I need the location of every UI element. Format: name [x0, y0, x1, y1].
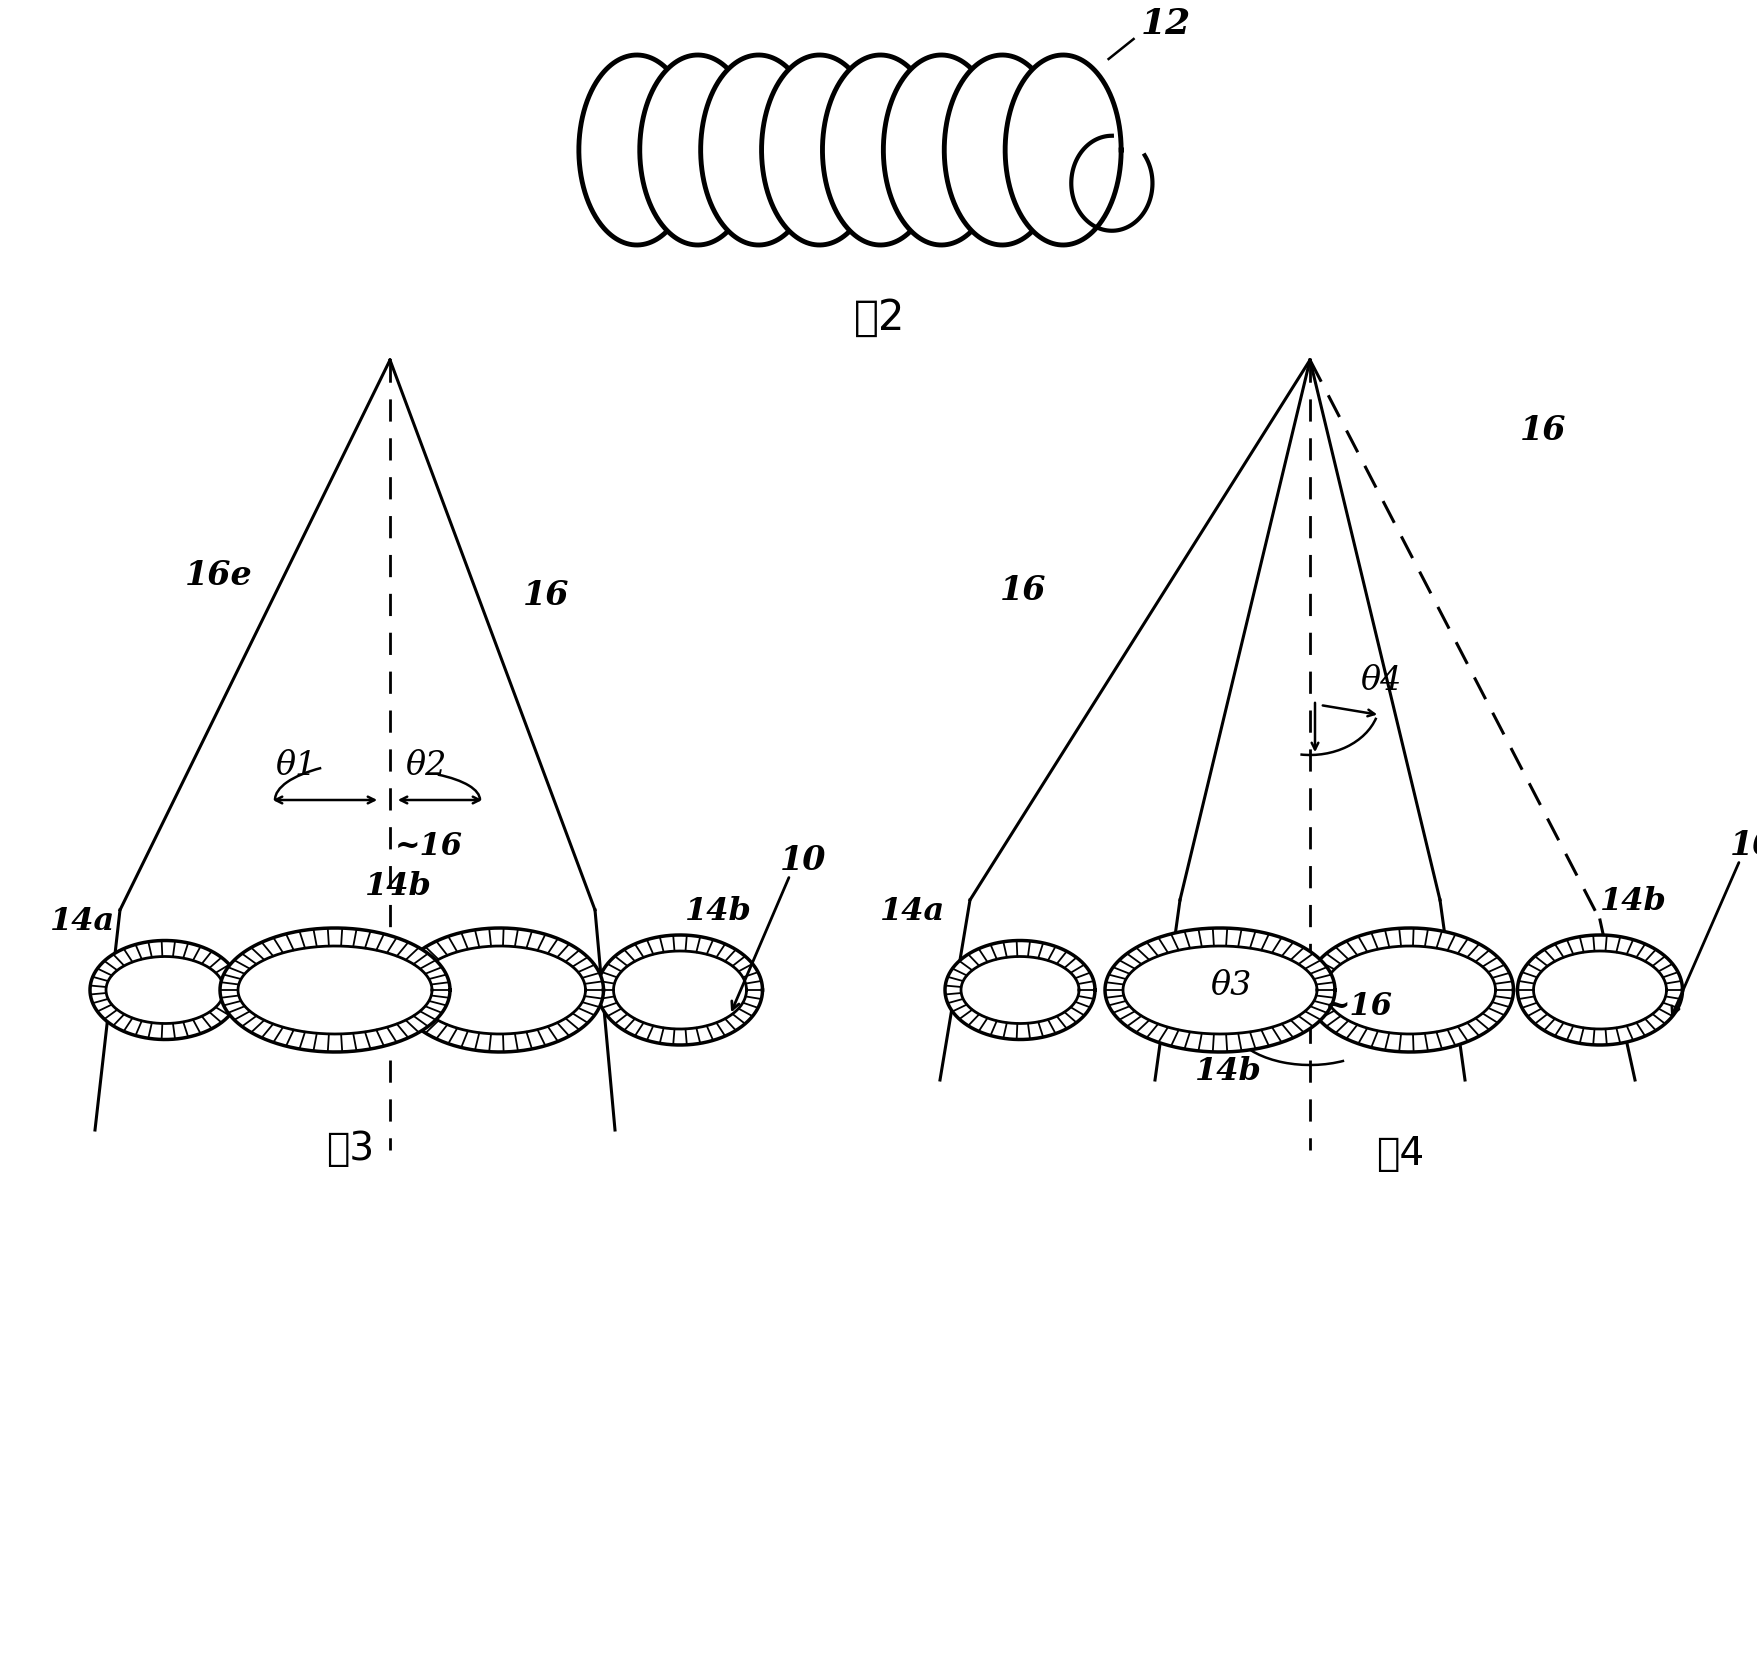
Text: 图2: 图2	[854, 297, 905, 339]
Polygon shape	[961, 957, 1079, 1023]
Text: 10: 10	[780, 844, 826, 877]
Text: 14b: 14b	[1601, 885, 1667, 917]
Text: θ3: θ3	[1211, 970, 1251, 1002]
Text: 16: 16	[1520, 414, 1567, 447]
Text: 12: 12	[1140, 7, 1191, 42]
Polygon shape	[237, 947, 432, 1035]
Polygon shape	[1534, 952, 1666, 1030]
Text: 14a: 14a	[49, 905, 116, 937]
Text: θ2: θ2	[406, 751, 446, 782]
Text: 图3: 图3	[327, 1129, 374, 1168]
Polygon shape	[105, 957, 223, 1023]
Polygon shape	[1123, 947, 1318, 1035]
Polygon shape	[397, 928, 603, 1051]
Text: ~16: ~16	[1325, 992, 1393, 1022]
Polygon shape	[415, 947, 585, 1035]
Polygon shape	[90, 940, 241, 1040]
Text: 14b: 14b	[1195, 1056, 1262, 1086]
Text: θ1: θ1	[276, 751, 316, 782]
Text: 14b: 14b	[685, 895, 752, 927]
Text: 14b: 14b	[365, 870, 432, 902]
Polygon shape	[1325, 947, 1495, 1035]
Polygon shape	[701, 55, 817, 246]
Text: 16: 16	[522, 580, 569, 611]
Polygon shape	[822, 55, 938, 246]
Polygon shape	[944, 55, 1059, 246]
Polygon shape	[761, 55, 877, 246]
Polygon shape	[220, 928, 450, 1051]
Polygon shape	[613, 952, 747, 1030]
Polygon shape	[945, 940, 1095, 1040]
Text: 图4: 图4	[1376, 1134, 1425, 1173]
Polygon shape	[640, 55, 756, 246]
Text: 16e: 16e	[184, 560, 253, 591]
Polygon shape	[1105, 928, 1335, 1051]
Text: 16: 16	[1000, 575, 1047, 606]
Polygon shape	[597, 935, 763, 1045]
Text: θ4: θ4	[1360, 664, 1402, 698]
Polygon shape	[1005, 55, 1121, 246]
Text: 10: 10	[1731, 829, 1757, 862]
Polygon shape	[1518, 935, 1683, 1045]
Text: ~16: ~16	[395, 830, 464, 862]
Polygon shape	[884, 55, 1000, 246]
Polygon shape	[578, 55, 694, 246]
Polygon shape	[1307, 928, 1513, 1051]
Text: 14a: 14a	[880, 895, 945, 927]
